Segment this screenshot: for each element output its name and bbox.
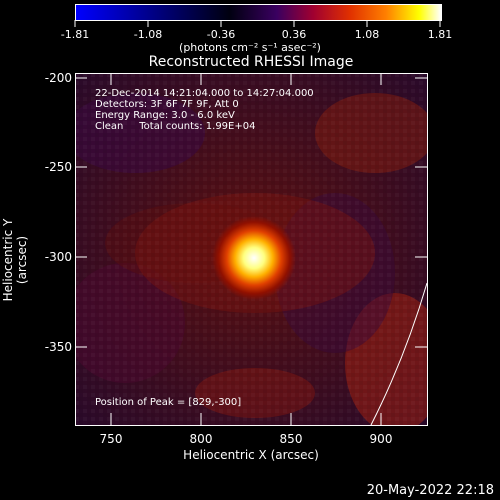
y-axis-label: Heliocentric Y (arcsec) — [1, 218, 29, 302]
plot-title: Reconstructed RHESSI Image — [148, 54, 354, 70]
energy-range-text: Energy Range: 3.0 - 6.0 keV — [95, 110, 235, 121]
date-stamp: 20-May-2022 22:18 — [366, 483, 494, 498]
colorbar-tick-label: 1.81 — [427, 28, 453, 41]
colorbar-unit-label: (photons cm⁻² s⁻¹ asec⁻²) — [179, 41, 321, 54]
x-axis-label: Heliocentric X (arcsec) — [183, 448, 319, 462]
x-tick-label: 850 — [279, 432, 303, 446]
colorbar-ticks — [74, 20, 441, 27]
y-tick-label: -250 — [44, 160, 72, 174]
rhessi-image — [75, 73, 427, 425]
method-counts-text: Clean Total counts: 1.99E+04 — [95, 121, 256, 132]
x-tick-label: 800 — [189, 432, 213, 446]
y-tick-label: -350 — [44, 340, 72, 354]
colorbar-tick-label: -1.81 — [60, 28, 90, 41]
y-tick-label: -200 — [44, 71, 72, 85]
peak-position-text: Position of Peak = [829,-300] — [95, 397, 242, 408]
colorbar-tick-label: -0.36 — [206, 28, 236, 41]
colorbar-tick-label: -1.08 — [133, 28, 163, 41]
x-tick-label: 900 — [369, 432, 393, 446]
colorbar — [75, 4, 442, 21]
y-tick-label: -300 — [44, 250, 72, 264]
detectors-text: Detectors: 3F 6F 7F 9F, Att 0 — [95, 99, 239, 110]
colorbar-tick-label: 0.36 — [281, 28, 307, 41]
colorbar-tick-label: 1.08 — [354, 28, 380, 41]
time-range-text: 22-Dec-2014 14:21:04.000 to 14:27:04.000 — [95, 88, 314, 99]
x-tick-label: 750 — [99, 432, 123, 446]
